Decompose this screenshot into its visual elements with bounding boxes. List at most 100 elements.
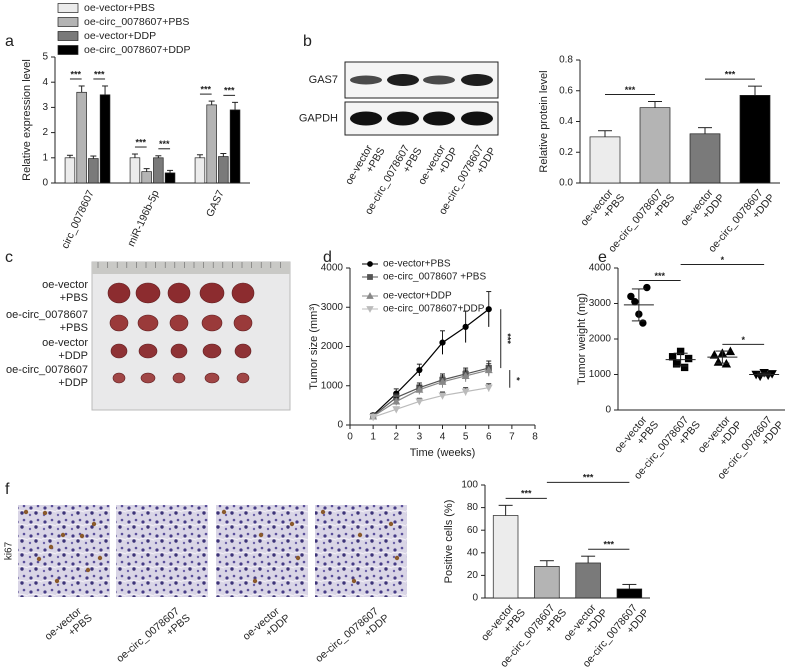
- blot-row-label: GAPDH: [299, 112, 338, 124]
- marker: [627, 292, 635, 301]
- significance-label: ***: [71, 69, 82, 79]
- legend-label: oe-vector+DDP: [383, 291, 452, 302]
- ihc-column-label-group: oe-circ_0078607+DDP: [313, 605, 391, 665]
- bar: [153, 157, 164, 184]
- y-tick-label: 0.0: [559, 178, 573, 189]
- blot-band: [461, 74, 493, 86]
- x-tick-label-group: oe-vector+PBS: [578, 187, 627, 229]
- x-tick-label: oe-vector+DDP: [678, 184, 727, 236]
- y-tick-label: 2000: [321, 341, 344, 352]
- ihc-column-label-group: oe-circ_0078607+PBS: [114, 603, 192, 671]
- x-tick-label: GAS7: [204, 188, 227, 219]
- significance-label: ***: [201, 84, 212, 94]
- marker: [392, 397, 401, 405]
- tumor: [112, 372, 126, 384]
- ihc-column-label: oe-vector+PBS: [42, 603, 94, 652]
- significance-label: ***: [654, 271, 665, 281]
- legend-label: oe-vector+PBS: [84, 2, 155, 14]
- marker: [631, 298, 639, 306]
- y-tick-label: 0.2: [559, 147, 573, 158]
- y-tick-label: 2000: [589, 334, 612, 345]
- ki67-positive: [54, 578, 60, 584]
- tumor: [169, 314, 189, 332]
- ki67-positive: [357, 532, 363, 538]
- tumor: [204, 372, 220, 384]
- y-tick-label: 0: [605, 405, 611, 416]
- bar: [575, 562, 601, 599]
- blot-band: [350, 111, 382, 126]
- bar: [129, 157, 141, 184]
- significance-label: ***: [159, 139, 170, 149]
- x-tick-label: 0: [347, 432, 353, 443]
- significance-label: ***: [521, 489, 532, 499]
- ki67-positive: [221, 509, 227, 515]
- significance-label: ***: [224, 86, 235, 96]
- bar: [229, 109, 241, 184]
- x-tick-label: 6: [486, 432, 492, 443]
- significance-label: ***: [583, 473, 594, 483]
- y-tick-label: 1: [42, 152, 48, 163]
- marker: [438, 392, 447, 400]
- ihc-column-label: oe-circ_0078607+PBS: [114, 603, 192, 671]
- ki67-positive: [79, 533, 85, 539]
- tumor: [172, 372, 186, 384]
- x-tick-label: 2: [393, 432, 399, 443]
- y-tick-label: 0.4: [559, 116, 573, 127]
- bar: [88, 158, 99, 184]
- legend-swatch: [57, 45, 79, 55]
- y-tick-label: 80: [467, 502, 479, 513]
- bar: [194, 157, 206, 184]
- panel-letter: a: [5, 33, 14, 50]
- marker: [461, 371, 470, 380]
- bar: [589, 136, 621, 184]
- legend-label: oe-vector+PBS: [383, 259, 451, 270]
- legend-label: oe-vector+DDP: [84, 30, 156, 42]
- blot-band: [461, 111, 493, 126]
- x-tick-label: 3: [417, 432, 423, 443]
- bar: [639, 107, 671, 184]
- tumor: [109, 314, 129, 332]
- bar: [99, 94, 111, 184]
- tumor: [202, 343, 222, 359]
- y-tick-label: 5: [42, 52, 48, 63]
- legend-label: oe-circ_0078607+PBS: [84, 16, 189, 28]
- bar: [206, 104, 217, 184]
- photo-row-label: +DDP: [58, 377, 88, 389]
- ki67-positive: [394, 555, 400, 561]
- bar: [218, 156, 229, 184]
- marker: [484, 384, 493, 392]
- ihc-column-label: oe-vector+DDP: [240, 603, 292, 652]
- series-line: [372, 308, 490, 416]
- marker: [416, 366, 423, 374]
- significance-label: ***: [603, 540, 614, 550]
- blot-band: [423, 111, 455, 126]
- legend-swatch: [57, 17, 79, 27]
- significance-label: ***: [625, 85, 636, 95]
- bar: [141, 171, 152, 184]
- panel-letter: b: [303, 33, 312, 50]
- panel-letter: f: [5, 481, 10, 498]
- significance-label: *: [511, 377, 521, 381]
- photo-row-label: oe-circ_0078607: [6, 309, 88, 321]
- y-tick-label: 0: [472, 593, 478, 604]
- ki67-positive: [48, 544, 54, 550]
- y-tick-label: 1000: [589, 369, 612, 380]
- ki67-positive: [91, 521, 97, 527]
- marker: [684, 354, 693, 363]
- marker: [415, 385, 424, 393]
- marker: [366, 292, 374, 299]
- marker: [439, 339, 446, 346]
- tumor: [138, 343, 158, 359]
- bar: [64, 157, 76, 184]
- blot-band: [350, 75, 382, 85]
- significance-label: ***: [502, 333, 512, 344]
- ki67-positive: [351, 578, 357, 584]
- bar: [76, 91, 87, 184]
- x-axis-label: Time (weeks): [410, 447, 476, 459]
- legend-label: oe-circ_0078607+DDP: [383, 304, 485, 315]
- marker: [462, 323, 469, 330]
- y-tick-label: 0.8: [559, 55, 573, 66]
- tumor: [107, 282, 131, 304]
- y-tick-label: 0: [337, 420, 343, 431]
